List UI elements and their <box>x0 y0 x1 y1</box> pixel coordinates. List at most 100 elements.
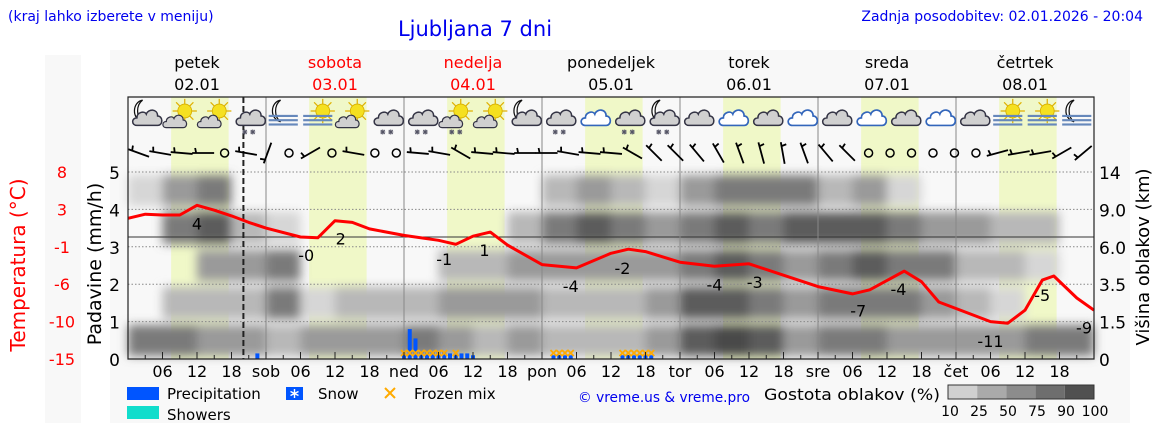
x-day-label: pon <box>527 362 557 381</box>
temp-tick-label: 3 <box>57 200 67 219</box>
legend: Precipitation Snow Frozen mix Showers © … <box>127 384 1108 424</box>
frozen-mix-marker <box>647 349 655 357</box>
wind-barb-icon <box>557 146 580 156</box>
wind-barb-icon <box>712 142 725 163</box>
cloud-density-cell <box>956 250 991 281</box>
cloud-height-axis-title: Višina oblakov (km) <box>1133 168 1152 345</box>
cloud-density-cell <box>680 325 715 356</box>
frozen-mix-marker <box>624 349 632 357</box>
x-day-label: sre <box>806 362 830 381</box>
temp-axis-panel <box>45 55 81 423</box>
wind-barb-icon <box>622 144 643 160</box>
cloud-density-cell <box>852 175 887 206</box>
temperature-label: -9 <box>1076 318 1092 337</box>
frozen-mix-marker <box>452 349 460 357</box>
frozen-mix-marker <box>429 349 437 357</box>
x-hour-label: 06 <box>290 362 310 381</box>
x-hour-label: 18 <box>221 362 241 381</box>
x-hour-label: 06 <box>566 362 586 381</box>
precip-tick-label: 5 <box>109 164 120 184</box>
wind-barb-icon <box>799 142 809 164</box>
wind-barb-icon <box>192 147 215 154</box>
x-hour-label: 12 <box>601 362 621 381</box>
colorbar-tick-label: 25 <box>970 404 988 420</box>
cloud-density-cell <box>438 325 473 356</box>
cloudy-snow-icon <box>407 109 439 135</box>
x-hour-label: 06 <box>842 362 862 381</box>
daylight-band <box>447 97 505 359</box>
cloud-density-cell <box>852 325 887 356</box>
wind-barb-icon <box>1029 149 1052 156</box>
location-hint[interactable]: (kraj lahko izberete v meniju) <box>8 9 214 25</box>
day-date: 06.01 <box>726 75 772 94</box>
temperature-label: -5 <box>1034 286 1050 305</box>
precipitation-bar <box>255 353 260 359</box>
precipitation-bar <box>465 353 470 359</box>
wind-barb-icon <box>986 149 1009 157</box>
wind-barb-icon <box>666 143 684 162</box>
cloud-density-cell <box>128 325 163 356</box>
copyright-link[interactable]: © vreme.us & vreme.pro <box>578 390 750 406</box>
snowflake-icon <box>414 129 420 135</box>
precipitation-bar <box>632 355 636 359</box>
cloud-density-cell <box>818 325 853 356</box>
cloud-density-cell <box>956 325 991 356</box>
cloud-density-cell <box>162 212 197 244</box>
precipitation-bar <box>637 355 642 359</box>
temp-tick-label: -10 <box>49 313 75 332</box>
wind-barbs-row <box>128 142 1093 164</box>
cloud-density-cell <box>1059 325 1094 356</box>
temperature-label: -2 <box>615 259 631 278</box>
wind-calm-icon <box>928 148 938 158</box>
cloud-density-cell <box>197 287 232 319</box>
cloud-density-cell <box>611 175 646 206</box>
cloud-density-cell <box>266 212 301 244</box>
snowflake-icon <box>242 129 248 135</box>
colorbar-segment <box>977 385 1007 399</box>
precipitation-bar <box>649 355 654 359</box>
cloud-density-cell <box>887 325 922 356</box>
snowflake-icon <box>457 129 463 135</box>
snowflake-icon <box>388 129 394 135</box>
snow-star-icon <box>290 389 299 398</box>
cloud-density-cell <box>300 287 335 319</box>
x-hour-label: 12 <box>739 362 759 381</box>
cloud-density-cell <box>197 175 232 206</box>
cloud-density-cell <box>197 250 232 281</box>
wind-barb-icon <box>735 142 745 164</box>
colorbar-segment <box>1006 385 1036 399</box>
day-name: četrtek <box>997 53 1055 72</box>
cloud-density-colorbar: 10 25 50 75 90 100 <box>941 384 1108 420</box>
plot-frame <box>127 96 1095 360</box>
legend-frozen-mix-label: Frozen mix <box>414 385 496 403</box>
precip-tick-label: 1 <box>109 314 120 334</box>
snowflake-icon <box>629 129 635 135</box>
cloud-density-cell <box>852 212 887 244</box>
cloud-height-tick-label: 0 <box>1099 351 1110 371</box>
precip-tick-label: 2 <box>109 276 120 296</box>
snowflake-icon <box>656 129 662 135</box>
cloud-density-cell <box>887 175 922 206</box>
frozen-mix-marker <box>567 349 575 357</box>
precipitation-bar <box>563 355 567 359</box>
cloud-height-tick-label: 3.5 <box>1099 276 1126 296</box>
wind-barb-icon <box>645 143 663 162</box>
x-hour-label: 06 <box>980 362 1000 381</box>
wind-barb-icon <box>342 146 365 156</box>
cloud-density-cell <box>645 212 680 244</box>
cloud-density-cell <box>404 287 439 319</box>
cloud-density-cell <box>300 325 335 356</box>
temp-tick-label: -15 <box>49 350 75 369</box>
temp-tick-label: -6 <box>54 275 70 294</box>
cloud-density-cell <box>783 175 818 206</box>
colorbar-segment <box>948 385 978 399</box>
cloud-density-cell <box>507 212 542 244</box>
precip-tick-label: 0 <box>109 351 120 371</box>
precip-axis-title: Padavine (mm/h) <box>84 183 106 346</box>
cloud-density-cell <box>680 175 715 206</box>
cloud-height-tick-label: 14 <box>1099 164 1121 184</box>
day-name: torek <box>728 53 770 72</box>
wind-calm-icon <box>971 148 981 158</box>
day-headers: petek 02.01 sobota 03.01 nedelja 04.01 ponedel… <box>174 53 1054 94</box>
